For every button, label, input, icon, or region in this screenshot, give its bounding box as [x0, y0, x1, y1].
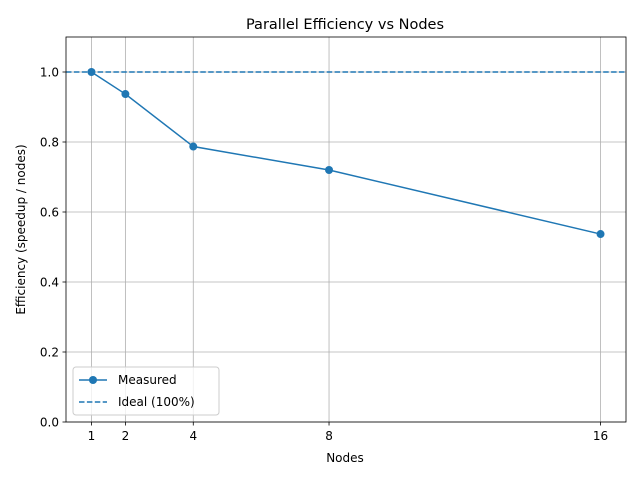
- y-tick-label: 0.2: [40, 346, 59, 360]
- y-tick-label: 0.0: [40, 416, 59, 430]
- y-tick-label: 1.0: [40, 66, 59, 80]
- plot-area: [66, 37, 626, 422]
- x-tick-label: 2: [122, 429, 130, 443]
- legend: Measured Ideal (100%): [72, 366, 220, 416]
- y-tick-label: 0.4: [40, 276, 59, 290]
- chart-title: Parallel Efficiency vs Nodes: [246, 17, 444, 33]
- legend-measured-marker: [89, 376, 97, 384]
- y-tick-label: 0.8: [40, 136, 59, 150]
- series-layer: [66, 68, 626, 239]
- measured-data-point: [189, 142, 198, 151]
- measured-data-point: [325, 166, 334, 174]
- y-axis-label: Efficiency (speedup / nodes): [14, 144, 28, 314]
- measured-data-point: [121, 90, 130, 99]
- x-tick-label: 4: [189, 429, 197, 443]
- x-axis-label: Nodes: [326, 451, 364, 465]
- measured-data-point: [87, 68, 96, 76]
- legend-box: [72, 366, 220, 416]
- legend-ideal-label: Ideal (100%): [118, 395, 195, 409]
- x-tick-label: 8: [325, 429, 333, 443]
- tick-layer: 1 2 4 8 16 0.0 0.2 0.4 0.6 0.8 1.0: [40, 66, 608, 444]
- x-tick-label: 16: [593, 429, 608, 443]
- legend-measured-label: Measured: [118, 373, 177, 387]
- y-tick-label: 0.6: [40, 206, 59, 220]
- x-tick-label: 1: [88, 429, 96, 443]
- plot-frame: [65, 36, 627, 423]
- measured-data-point: [596, 230, 605, 239]
